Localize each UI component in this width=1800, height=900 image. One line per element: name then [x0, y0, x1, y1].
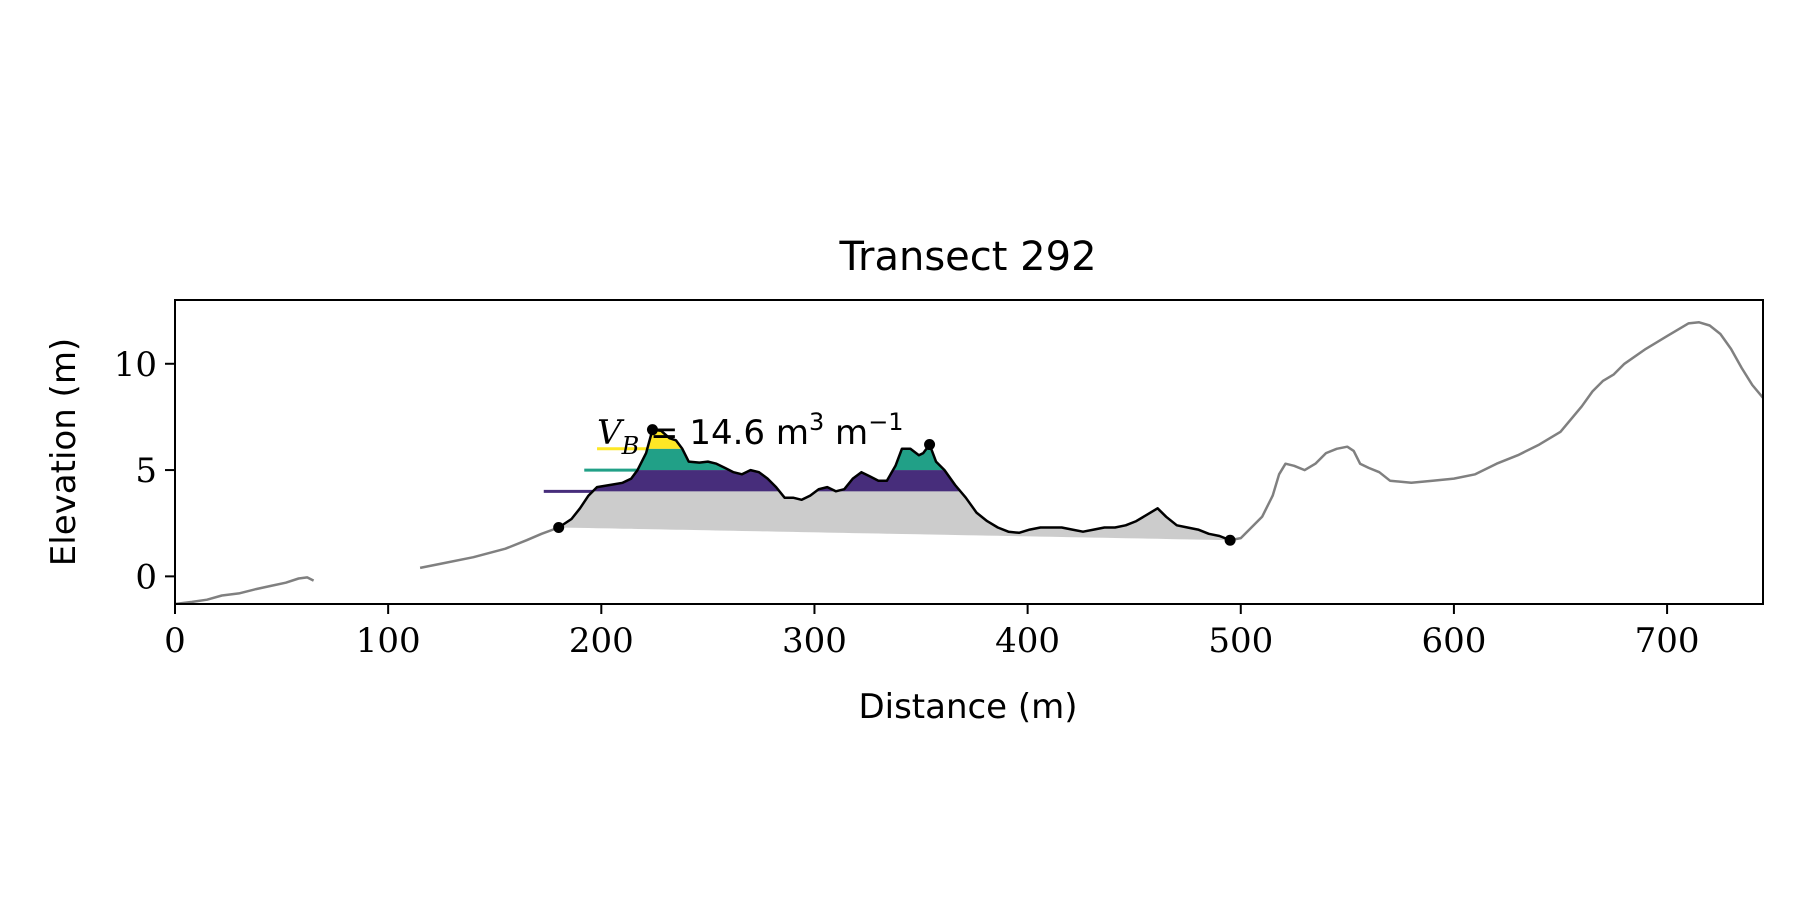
- annotation-exponent-2: −1: [868, 408, 903, 436]
- x-tick-label: 400: [995, 621, 1060, 661]
- dune-point-0: [553, 521, 565, 533]
- x-tick-label: 500: [1208, 621, 1273, 661]
- y-tick-label: 5: [135, 451, 157, 491]
- y-tick-label: 0: [135, 557, 157, 597]
- x-tick-label: 0: [164, 621, 186, 661]
- profile-segment-0: [175, 576, 315, 604]
- band-fill-0: [558, 470, 1231, 492]
- elevation-bands: [543, 429, 1231, 493]
- dune-point-2: [924, 439, 936, 451]
- volume-annotation: VB = 14.6 m3 m−1: [597, 408, 904, 460]
- x-tick-label: 200: [569, 621, 634, 661]
- annotation-exponent-1: 3: [809, 408, 824, 436]
- profile-segment-1: [419, 526, 560, 570]
- dune-profile-line: [558, 428, 1231, 542]
- y-axis-label: Elevation (m): [44, 338, 84, 566]
- axes-frame: [174, 299, 1764, 605]
- x-tick-label: 600: [1421, 621, 1486, 661]
- x-tick-label: 300: [782, 621, 847, 661]
- dune-point-3: [1224, 534, 1236, 546]
- x-tick-label: 700: [1635, 621, 1700, 661]
- profile-segment-2: [1229, 321, 1763, 542]
- y-tick-label: 10: [114, 345, 157, 385]
- x-axis-label: Distance (m): [858, 687, 1077, 727]
- plot-area: [175, 321, 1763, 604]
- annotation-symbol: V: [597, 413, 625, 453]
- x-axis-ticks: 0 100 200 300 400 500 600 700: [164, 604, 1700, 661]
- annotation-text: = 14.6 m: [639, 413, 809, 453]
- annotation-unit-2: m: [824, 413, 868, 453]
- y-axis-ticks: 0 5 10: [114, 345, 175, 597]
- plot-content: [175, 321, 1763, 604]
- chart-title: Transect 292: [838, 234, 1096, 280]
- annotation-subscript: B: [621, 432, 640, 460]
- x-tick-label: 100: [356, 621, 421, 661]
- dune-point-1: [646, 424, 658, 436]
